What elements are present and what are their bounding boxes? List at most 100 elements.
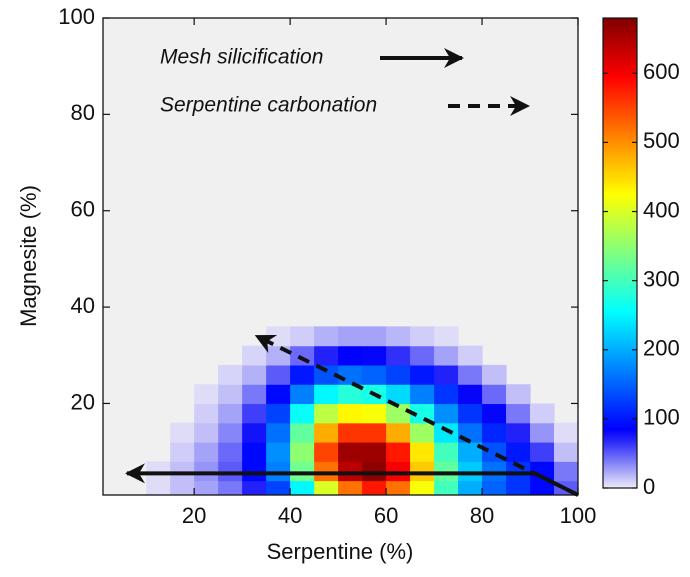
heat-cell [482, 384, 507, 405]
heat-cell [242, 442, 267, 462]
x-tick-label: 60 [374, 503, 398, 528]
heat-cell [434, 403, 459, 424]
heat-cell [290, 345, 315, 366]
colorbar-tick-label: 100 [643, 405, 680, 430]
colorbar-tick-label: 400 [643, 197, 680, 222]
x-axis-label: Serpentine (%) [267, 539, 414, 564]
heat-cell [434, 480, 459, 495]
heat-cell [386, 345, 411, 366]
heat-cell [218, 461, 243, 482]
heat-cell [290, 442, 315, 462]
heat-cell [338, 422, 363, 443]
heat-cell [530, 403, 555, 424]
heat-cell [434, 461, 459, 482]
heat-cell [386, 422, 411, 443]
annotation-label: Serpentine carbonation [160, 94, 377, 117]
heat-cell [458, 384, 483, 405]
heat-cell [314, 461, 339, 482]
heat-cell [410, 422, 435, 443]
heat-cell [458, 364, 483, 385]
heat-cell [554, 422, 578, 443]
heat-cell [290, 364, 315, 385]
colorbar-tick-label: 200 [643, 336, 680, 361]
heat-cell [458, 403, 483, 424]
heat-cell [266, 364, 291, 385]
heat-cell [194, 422, 219, 443]
heat-cell [362, 364, 387, 385]
heat-cell [482, 364, 507, 385]
heat-cell [386, 403, 411, 424]
heat-cell [314, 384, 339, 405]
heat-cell [362, 442, 387, 462]
heat-cell [314, 480, 339, 495]
heat-cell [266, 422, 291, 443]
heat-cell [338, 326, 363, 347]
heat-cell [314, 345, 339, 366]
heat-cell [338, 384, 363, 405]
heat-cell [218, 422, 243, 443]
heat-cell [242, 480, 267, 495]
heat-cell [314, 422, 339, 443]
colorbar [602, 17, 638, 489]
y-tick-label: 40 [71, 293, 95, 318]
heat-cell [218, 364, 243, 385]
heat-cell [194, 384, 219, 405]
heat-cell [554, 461, 578, 482]
heat-cell [194, 480, 219, 495]
heat-cell [410, 345, 435, 366]
heat-cell [458, 442, 483, 462]
heat-cell [362, 345, 387, 366]
heat-cell [506, 422, 531, 443]
heat-cell [290, 403, 315, 424]
heat-cell [194, 403, 219, 424]
heat-cell [242, 461, 267, 482]
heat-cell [434, 442, 459, 462]
heat-cell [290, 326, 315, 347]
heat-cell [530, 422, 555, 443]
heat-cell [170, 461, 195, 482]
heat-cell [218, 480, 243, 495]
heat-cell [362, 480, 387, 495]
heat-cell [338, 364, 363, 385]
heat-cell [482, 461, 507, 482]
heat-cell [386, 384, 411, 405]
plot-frame [102, 17, 579, 496]
heat-cell [338, 442, 363, 462]
heat-cell [242, 403, 267, 424]
heatmap [146, 326, 578, 495]
colorbar-tick-label: 500 [643, 128, 680, 153]
heat-cell [338, 461, 363, 482]
heat-cell [458, 345, 483, 366]
heat-cell [338, 403, 363, 424]
heat-cell [146, 480, 171, 495]
heat-cell [266, 480, 291, 495]
heat-cell [386, 480, 411, 495]
heat-cell [266, 403, 291, 424]
heat-cell [146, 461, 171, 482]
heat-cell [314, 364, 339, 385]
heat-cell [362, 461, 387, 482]
colorbar-tick-label: 0 [643, 474, 655, 499]
heat-cell [170, 442, 195, 462]
x-tick-label: 20 [182, 503, 206, 528]
heat-cell [266, 345, 291, 366]
heat-cell [266, 461, 291, 482]
heat-cell [194, 461, 219, 482]
legend: Mesh silicification Serpentine carbonatio… [160, 46, 530, 117]
heat-cell [314, 442, 339, 462]
heat-cell [242, 364, 267, 385]
heat-cell [362, 326, 387, 347]
heat-cell [362, 403, 387, 424]
heat-cell [290, 422, 315, 443]
heat-cell [482, 403, 507, 424]
heat-cell [338, 480, 363, 495]
heat-cell [386, 461, 411, 482]
heat-cell [434, 345, 459, 366]
heat-cell [338, 345, 363, 366]
heat-cell [386, 364, 411, 385]
heat-cell [266, 442, 291, 462]
heat-cell [410, 364, 435, 385]
colorbar-tick-label: 600 [643, 59, 680, 84]
heat-cell [506, 480, 531, 495]
